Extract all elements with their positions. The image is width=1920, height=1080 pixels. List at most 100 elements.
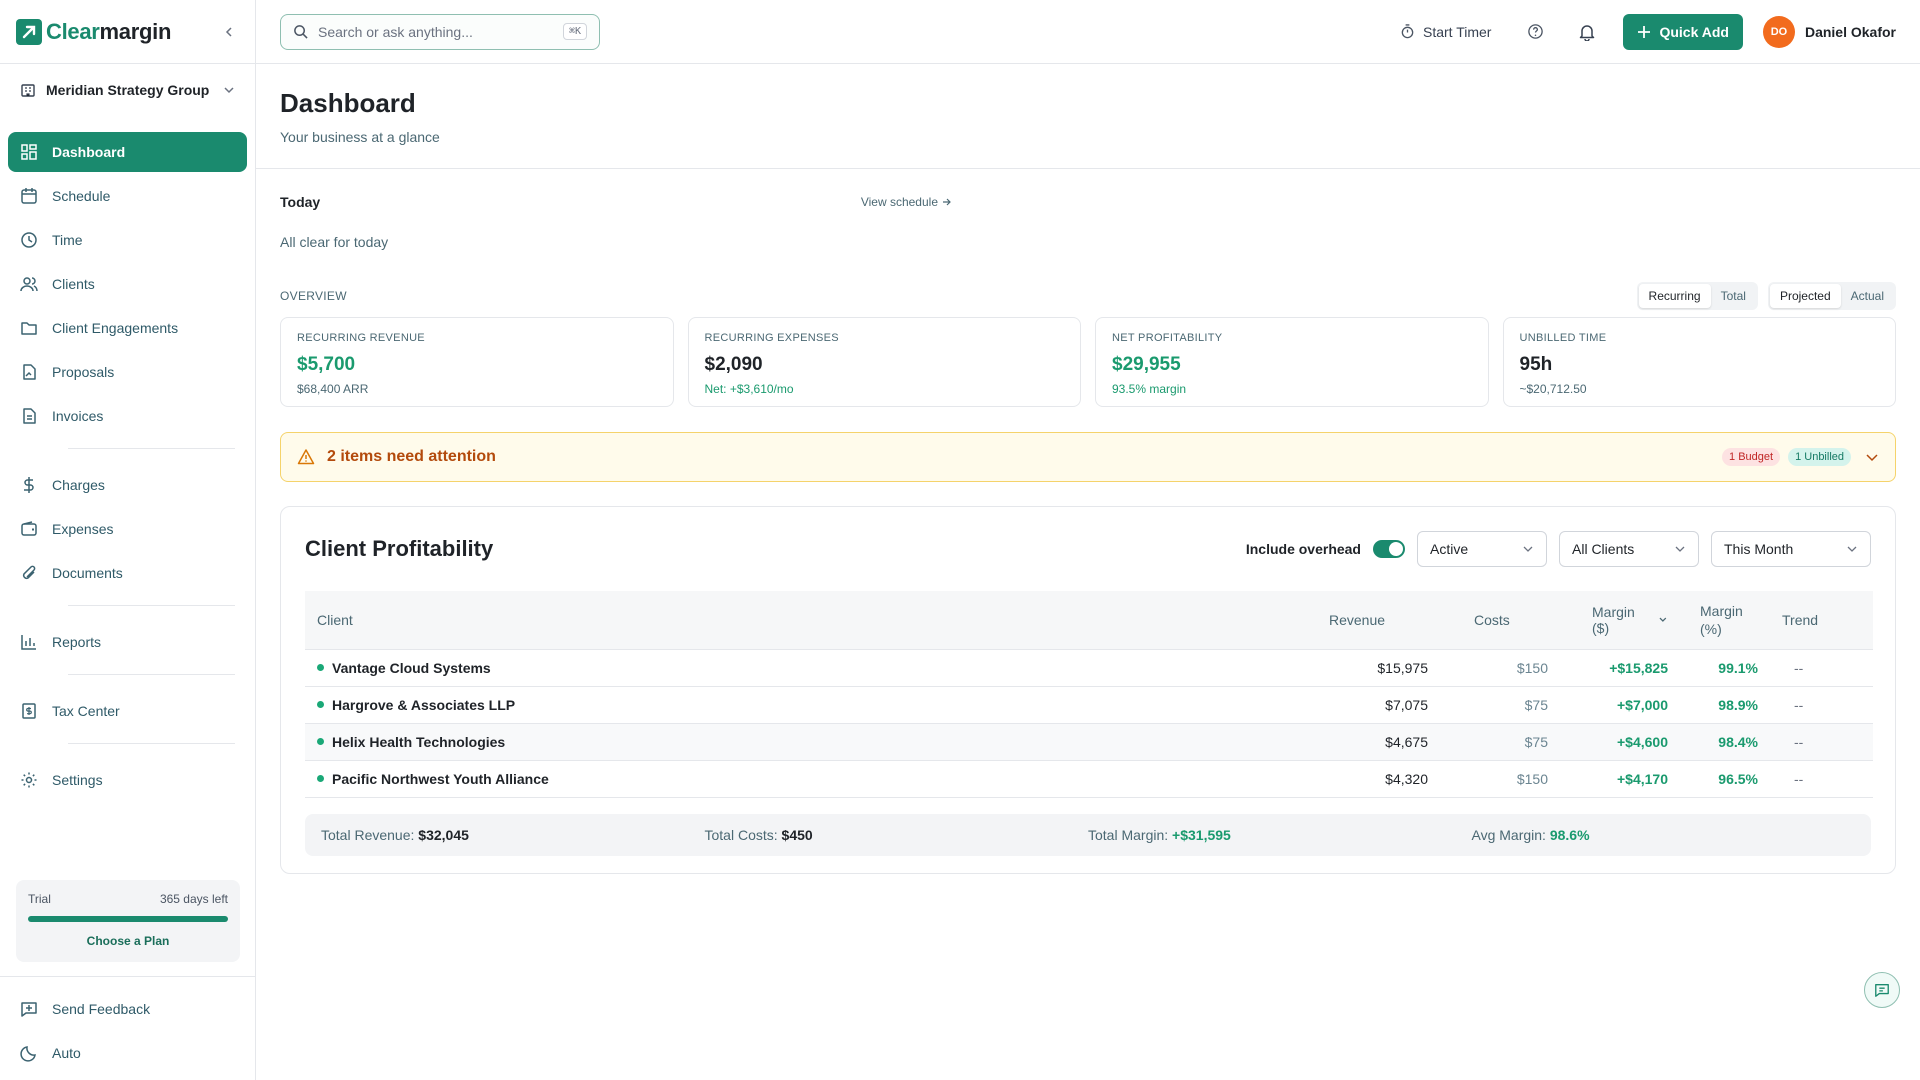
attention-banner[interactable]: 2 items need attention 1 Budget 1 Unbill… xyxy=(280,432,1896,482)
trial-days-left: 365 days left xyxy=(159,892,228,906)
sidebar-item-dashboard[interactable]: Dashboard xyxy=(8,132,247,172)
trend-cell: -- xyxy=(1794,696,1804,713)
sidebar-item-label: Charges xyxy=(52,477,105,493)
dashboard-icon xyxy=(20,143,38,161)
card-sub: $68,400 ARR xyxy=(297,382,369,396)
margin-pct-cell: 98.9% xyxy=(1718,696,1758,713)
sidebar-item-expenses[interactable]: Expenses xyxy=(8,509,247,549)
revenue-cell: $4,675 xyxy=(1385,733,1428,750)
card-recurring-expenses[interactable]: RECURRING EXPENSES $2,090 Net: +$3,610/m… xyxy=(687,317,1081,407)
avg-margin: Avg Margin: 98.6% xyxy=(1472,827,1856,843)
table-row[interactable]: Helix Health Technologies $4,675 $75 +$4… xyxy=(305,723,1873,760)
sidebar-item-reports[interactable]: Reports xyxy=(8,622,247,662)
include-overhead-toggle[interactable] xyxy=(1373,540,1405,558)
card-net-profitability[interactable]: NET PROFITABILITY $29,955 93.5% margin xyxy=(1095,317,1489,407)
table-row[interactable]: Vantage Cloud Systems $15,975 $150 +$15,… xyxy=(305,649,1873,686)
status-select[interactable]: Active xyxy=(1417,531,1547,567)
col-margin-pct[interactable]: Margin (%) xyxy=(1680,591,1770,649)
receipt-icon xyxy=(20,702,38,720)
period-select[interactable]: This Month xyxy=(1711,531,1871,567)
sidebar-item-proposals[interactable]: Proposals xyxy=(8,352,247,392)
client-name: Vantage Cloud Systems xyxy=(332,659,491,676)
trial-label: Trial xyxy=(28,892,51,906)
user-name: Daniel Okafor xyxy=(1804,23,1896,40)
sidebar-item-documents[interactable]: Documents xyxy=(8,553,247,593)
total-margin-label: Total Margin: xyxy=(1088,826,1169,843)
card-value: $5,700 xyxy=(297,354,356,375)
sidebar-item-label: Documents xyxy=(52,565,123,581)
start-timer-button[interactable]: Start Timer xyxy=(1400,24,1491,40)
revenue-cell: $7,075 xyxy=(1385,696,1428,713)
card-unbilled-time[interactable]: UNBILLED TIME 95h ~$20,712.50 xyxy=(1502,317,1896,407)
status-dot xyxy=(317,738,324,745)
seg-actual[interactable]: Actual xyxy=(1850,289,1884,303)
choose-plan-link[interactable]: Choose a Plan xyxy=(86,934,170,948)
search-input[interactable]: Search or ask anything... ⌘K xyxy=(280,13,600,50)
margin-pct-cell: 96.5% xyxy=(1718,770,1758,787)
col-trend[interactable]: Trend xyxy=(1782,611,1819,628)
overview-header: OVERVIEW Recurring Total Projected Actua… xyxy=(280,282,1896,310)
table-row[interactable]: Pacific Northwest Youth Alliance $4,320 … xyxy=(305,760,1873,797)
costs-cell: $75 xyxy=(1524,733,1548,750)
col-client[interactable]: Client xyxy=(317,611,353,628)
card-value: 95h xyxy=(1519,354,1553,375)
send-feedback-label: Send Feedback xyxy=(52,1001,151,1017)
sidebar-item-time[interactable]: Time xyxy=(8,220,247,260)
total-revenue-label: Total Revenue: xyxy=(321,826,415,843)
sidebar-item-schedule[interactable]: Schedule xyxy=(8,176,247,216)
avg-margin-label: Avg Margin: xyxy=(1471,826,1546,843)
col-revenue[interactable]: Revenue xyxy=(1329,611,1386,628)
today-empty-text: All clear for today xyxy=(280,234,389,250)
collapse-sidebar-button[interactable] xyxy=(219,22,239,42)
theme-label: Auto xyxy=(52,1045,81,1061)
trend-cell: -- xyxy=(1794,770,1804,787)
sidebar-item-charges[interactable]: Charges xyxy=(8,465,247,505)
col-costs[interactable]: Costs xyxy=(1474,611,1510,628)
help-button[interactable] xyxy=(1519,16,1551,48)
table-row[interactable]: Hargrove & Associates LLP $7,075 $75 +$7… xyxy=(305,686,1873,723)
theme-toggle[interactable]: Auto xyxy=(8,1033,247,1073)
col-margin-usd-label: Margin ($) xyxy=(1592,603,1635,636)
send-feedback-button[interactable]: Send Feedback xyxy=(8,989,247,1029)
sidebar-item-settings[interactable]: Settings xyxy=(8,760,247,800)
user-menu[interactable]: DO Daniel Okafor xyxy=(1762,15,1896,48)
total-revenue-value: $32,045 xyxy=(418,826,469,843)
total-margin-value: +$31,595 xyxy=(1172,826,1231,843)
quick-add-button[interactable]: Quick Add xyxy=(1623,13,1743,50)
card-label: UNBILLED TIME xyxy=(1519,332,1607,344)
margin-cell: +$15,825 xyxy=(1609,659,1668,676)
org-switcher[interactable]: Meridian Strategy Group xyxy=(0,64,255,116)
app-logo[interactable]: Clearmargin xyxy=(46,19,171,45)
sidebar-item-client-engagements[interactable]: Client Engagements xyxy=(8,308,247,348)
col-margin-pct-line2: (%) xyxy=(1700,620,1722,637)
page-title: Dashboard xyxy=(280,88,416,118)
search-icon xyxy=(294,25,308,39)
sidebar-item-label: Dashboard xyxy=(52,144,126,160)
logo-text-b: margin xyxy=(99,18,172,44)
sidebar-item-tax-center[interactable]: Tax Center xyxy=(8,691,247,731)
clients-select[interactable]: All Clients xyxy=(1559,531,1699,567)
seg-total[interactable]: Total xyxy=(1720,289,1746,303)
notifications-button[interactable] xyxy=(1571,16,1603,48)
folder-icon xyxy=(20,319,38,337)
sidebar-item-clients[interactable]: Clients xyxy=(8,264,247,304)
sidebar-item-label: Settings xyxy=(52,772,103,788)
col-margin-usd[interactable]: Margin ($) xyxy=(1560,591,1680,649)
sidebar-bottom: Send Feedback Auto xyxy=(0,976,255,1080)
sidebar: Clearmargin Meridian Strategy Group Dash… xyxy=(0,0,256,1080)
quick-add-label: Quick Add xyxy=(1659,23,1729,40)
recurring-total-toggle: Recurring Total xyxy=(1636,282,1758,310)
view-schedule-link[interactable]: View schedule xyxy=(861,195,952,209)
sidebar-item-invoices[interactable]: Invoices xyxy=(8,396,247,436)
card-recurring-revenue[interactable]: RECURRING REVENUE $5,700 $68,400 ARR xyxy=(280,317,674,407)
logo-row: Clearmargin xyxy=(0,0,255,64)
chat-button[interactable] xyxy=(1864,972,1900,1008)
seg-projected[interactable]: Projected xyxy=(1769,284,1841,308)
stopwatch-icon xyxy=(1401,24,1414,39)
trial-box: Trial 365 days left Choose a Plan xyxy=(16,880,240,962)
clock-icon xyxy=(20,231,38,249)
seg-recurring[interactable]: Recurring xyxy=(1638,284,1711,308)
margin-pct-cell: 98.4% xyxy=(1718,733,1758,750)
feedback-icon xyxy=(20,1000,38,1018)
costs-cell: $150 xyxy=(1516,770,1548,787)
